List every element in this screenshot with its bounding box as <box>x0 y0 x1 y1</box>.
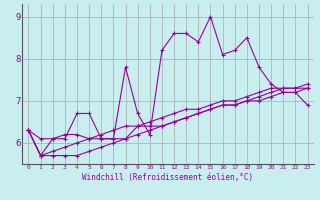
X-axis label: Windchill (Refroidissement éolien,°C): Windchill (Refroidissement éolien,°C) <box>83 173 253 182</box>
